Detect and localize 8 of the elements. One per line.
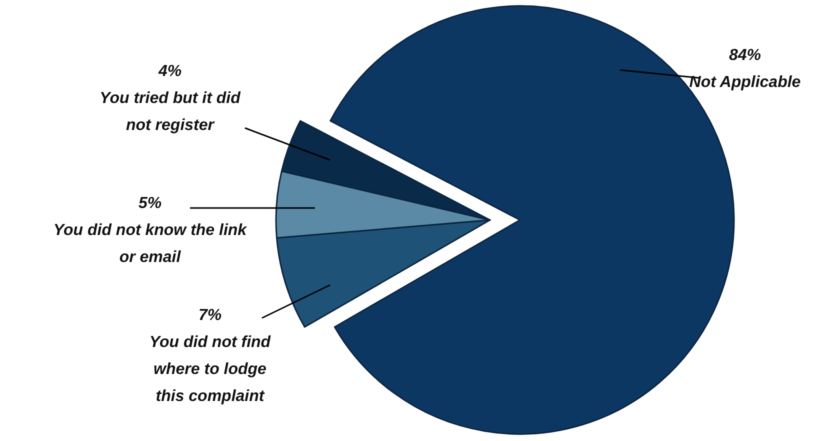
data-label: 5% (138, 195, 162, 212)
slice-label: Not Applicable (689, 74, 801, 91)
data-label: 7% (198, 307, 222, 324)
slice-label: You tried but it did not register (100, 90, 242, 134)
slice-label: You did not find where to lodge this complaint (149, 334, 272, 405)
data-label: 84% (728, 47, 762, 64)
slice-label: You did not know the link or email (53, 222, 248, 266)
data-label: 4% (157, 63, 182, 80)
